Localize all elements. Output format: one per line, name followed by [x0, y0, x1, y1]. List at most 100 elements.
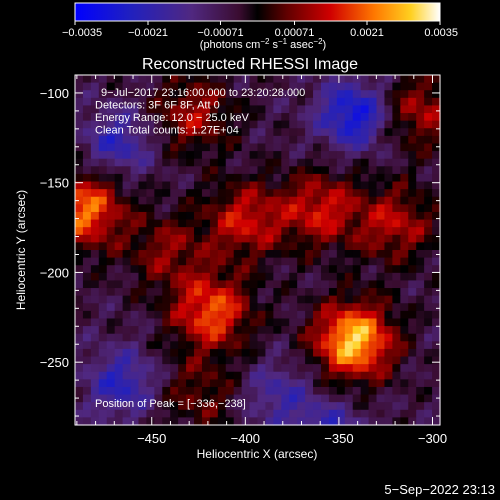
heatmap-cell: [424, 318, 433, 327]
heatmap-cell: [138, 143, 148, 152]
heatmap-cell: [233, 105, 243, 114]
heatmap-cell: [194, 113, 203, 122]
heatmap-cell: [114, 242, 124, 251]
heatmap-cell: [424, 356, 433, 365]
heatmap-cell: [114, 227, 124, 236]
heatmap-cell: [424, 386, 433, 396]
heatmap-cell: [360, 318, 370, 327]
heatmap-cell: [75, 326, 84, 335]
heatmap-cell: [178, 128, 187, 137]
heatmap-cell: [376, 242, 386, 251]
heatmap-cell: [106, 166, 116, 175]
heatmap-cell: [313, 120, 322, 129]
heatmap-cell: [297, 348, 306, 358]
heatmap-cell: [209, 113, 219, 122]
heatmap-cell: [138, 113, 148, 122]
heatmap-cell: [344, 158, 354, 167]
heatmap-cell: [162, 128, 171, 137]
heatmap-cell: [416, 409, 425, 418]
heatmap-cell: [154, 128, 163, 137]
heatmap-cell: [265, 326, 274, 335]
heatmap-cell: [90, 364, 100, 373]
heatmap-cell: [114, 181, 124, 190]
heatmap-cell: [273, 371, 282, 380]
heatmap-cell: [273, 204, 282, 213]
heatmap-cell: [217, 318, 227, 327]
heatmap-cell: [186, 310, 195, 320]
heatmap-cell: [257, 386, 267, 396]
heatmap-cell: [170, 158, 179, 167]
heatmap-cell: [98, 417, 108, 426]
heatmap-cell: [273, 333, 282, 342]
heatmap-cell: [384, 158, 393, 167]
heatmap-cell: [249, 379, 259, 388]
heatmap-cell: [186, 120, 195, 129]
heatmap-cell: [75, 402, 84, 411]
heatmap-cell: [376, 341, 386, 350]
heatmap-cell: [186, 417, 195, 426]
heatmap-cell: [122, 143, 132, 152]
heatmap-cell: [225, 143, 235, 152]
heatmap-cell: [170, 151, 179, 160]
heatmap-cell: [178, 295, 187, 304]
heatmap-cell: [201, 265, 211, 274]
heatmap-cell: [75, 280, 84, 289]
heatmap-cell: [162, 341, 171, 350]
heatmap-cell: [249, 409, 259, 418]
heatmap-cell: [201, 333, 211, 342]
heatmap-cell: [400, 158, 409, 167]
heatmap-cell: [201, 227, 211, 236]
heatmap-cell: [106, 75, 116, 84]
heatmap-cell: [328, 333, 338, 342]
heatmap-cell: [122, 234, 132, 243]
heatmap-cell: [352, 173, 362, 183]
heatmap-cell: [170, 219, 179, 228]
heatmap-cell: [265, 113, 274, 122]
heatmap-cell: [384, 234, 393, 243]
heatmap-cell: [273, 326, 282, 335]
heatmap-cell: [265, 120, 274, 129]
heatmap-cell: [138, 280, 148, 289]
heatmap-cell: [400, 143, 409, 152]
heatmap-cell: [384, 105, 393, 114]
y-tick-label: −250: [40, 355, 69, 370]
heatmap-cell: [408, 318, 417, 327]
heatmap-cell: [297, 295, 306, 304]
heatmap-cell: [281, 364, 290, 373]
heatmap-cell: [368, 288, 378, 297]
heatmap-cell: [209, 303, 219, 312]
heatmap-cell: [114, 196, 124, 205]
heatmap-cell: [432, 341, 441, 350]
heatmap-cell: [138, 364, 148, 373]
heatmap-cell: [82, 105, 92, 114]
heatmap-cell: [352, 181, 362, 190]
heatmap-cell: [424, 128, 433, 137]
heatmap-cell: [416, 227, 425, 236]
heatmap-cell: [257, 394, 267, 403]
heatmap-cell: [146, 120, 155, 129]
heatmap-cell: [130, 257, 140, 266]
heatmap-cell: [416, 280, 425, 289]
heatmap-cell: [130, 318, 140, 327]
heatmap-cell: [186, 151, 195, 160]
heatmap-cell: [209, 181, 219, 190]
heatmap-cell: [281, 356, 290, 365]
heatmap-cell: [392, 371, 401, 380]
heatmap-cell: [281, 242, 290, 251]
heatmap-cell: [154, 75, 163, 84]
heatmap-cell: [416, 211, 425, 221]
heatmap-cell: [368, 280, 378, 289]
heatmap-cell: [313, 303, 322, 312]
heatmap-cell: [289, 326, 298, 335]
heatmap-cell: [384, 204, 393, 213]
heatmap-cell: [273, 272, 282, 282]
heatmap-cell: [75, 97, 84, 107]
heatmap-cell: [146, 113, 155, 122]
heatmap-cell: [265, 386, 274, 396]
heatmap-cell: [336, 326, 346, 335]
heatmap-cell: [130, 234, 140, 243]
heatmap-cell: [297, 288, 306, 297]
heatmap-cell: [328, 386, 338, 396]
heatmap-cell: [297, 166, 306, 175]
heatmap-cell: [209, 295, 219, 304]
